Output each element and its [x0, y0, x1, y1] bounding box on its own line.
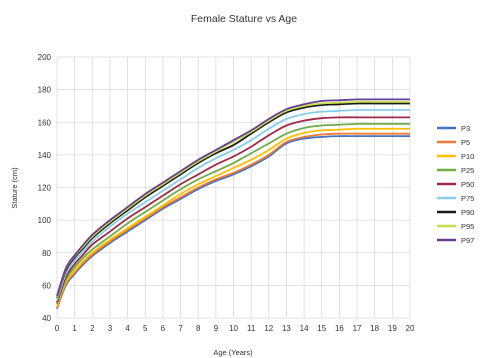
- legend-item-p25: P25: [437, 166, 474, 175]
- x-tick-label: 10: [229, 324, 238, 333]
- x-tick-label: 2: [90, 324, 95, 333]
- legend-label: P25: [461, 166, 474, 175]
- y-tick-label: 160: [38, 118, 52, 127]
- legend-item-p90: P90: [437, 208, 474, 217]
- legend-item-p3: P3: [437, 124, 470, 133]
- legend-item-p50: P50: [437, 180, 474, 189]
- y-tick-label: 200: [38, 53, 52, 62]
- y-tick-labels: 200 180 160 140 120 100 80 60 40: [38, 53, 52, 323]
- x-tick-label: 18: [370, 324, 379, 333]
- x-tick-label: 12: [264, 324, 273, 333]
- legend-item-p75: P75: [437, 194, 474, 203]
- legend-label: P10: [461, 152, 474, 161]
- x-tick-label: 11: [247, 324, 256, 333]
- series-line-p5: [56, 132, 410, 309]
- x-tick-label: 13: [282, 324, 291, 333]
- y-axis-label: Stature (cm): [10, 167, 19, 209]
- x-tick-label: 17: [353, 324, 362, 333]
- x-tick-label: 15: [317, 324, 326, 333]
- legend-label: P75: [461, 194, 474, 203]
- chart-title: Female Stature vs Age: [191, 13, 297, 25]
- x-tick-label: 14: [300, 324, 309, 333]
- series-line-p90: [56, 102, 410, 298]
- legend-label: P97: [461, 236, 474, 245]
- series-line-p10: [56, 127, 410, 307]
- series-lines: [56, 98, 411, 310]
- x-tick-label: 5: [143, 324, 148, 333]
- series-line-p25: [56, 122, 410, 305]
- x-tick-label: 3: [108, 324, 113, 333]
- legend-label: P5: [461, 138, 470, 147]
- y-tick-label: 80: [42, 249, 51, 258]
- series-line-p3: [56, 135, 410, 310]
- x-tick-label: 4: [125, 324, 130, 333]
- x-tick-label: 1: [72, 324, 77, 333]
- series-line-p95: [56, 100, 410, 298]
- legend-item-p10: P10: [437, 152, 474, 161]
- y-tick-label: 60: [42, 281, 51, 290]
- legend: P3 P5 P10 P25 P50 P75 P90 P95 P97: [437, 124, 474, 245]
- legend-item-p97: P97: [437, 236, 474, 245]
- grid: [56, 56, 411, 319]
- y-tick-label: 140: [38, 151, 52, 160]
- x-tick-label: 9: [214, 324, 219, 333]
- y-tick-label: 40: [42, 314, 51, 323]
- legend-item-p95: P95: [437, 222, 474, 231]
- legend-label: P3: [461, 124, 470, 133]
- series-line-p97: [56, 98, 411, 297]
- x-tick-label: 6: [161, 324, 166, 333]
- x-tick-label: 16: [335, 324, 344, 333]
- y-tick-label: 180: [38, 86, 52, 95]
- series-line-p75: [56, 109, 410, 301]
- x-tick-label: 19: [388, 324, 397, 333]
- y-tick-label: 120: [38, 184, 52, 193]
- x-axis-label: Age (Years): [213, 348, 253, 357]
- y-tick-label: 100: [38, 216, 52, 225]
- legend-label: P95: [461, 222, 474, 231]
- series-line-p50: [56, 116, 410, 303]
- x-tick-label: 7: [178, 324, 183, 333]
- legend-label: P50: [461, 180, 474, 189]
- legend-label: P90: [461, 208, 474, 217]
- x-tick-labels: 0 1 2 3 4 5 6 7 8 9 10 11 12 13 14 15 16 17 18 19 20: [55, 324, 415, 333]
- x-tick-label: 8: [196, 324, 201, 333]
- legend-item-p5: P5: [437, 138, 470, 147]
- x-tick-label: 0: [55, 324, 60, 333]
- x-tick-label: 20: [406, 324, 415, 333]
